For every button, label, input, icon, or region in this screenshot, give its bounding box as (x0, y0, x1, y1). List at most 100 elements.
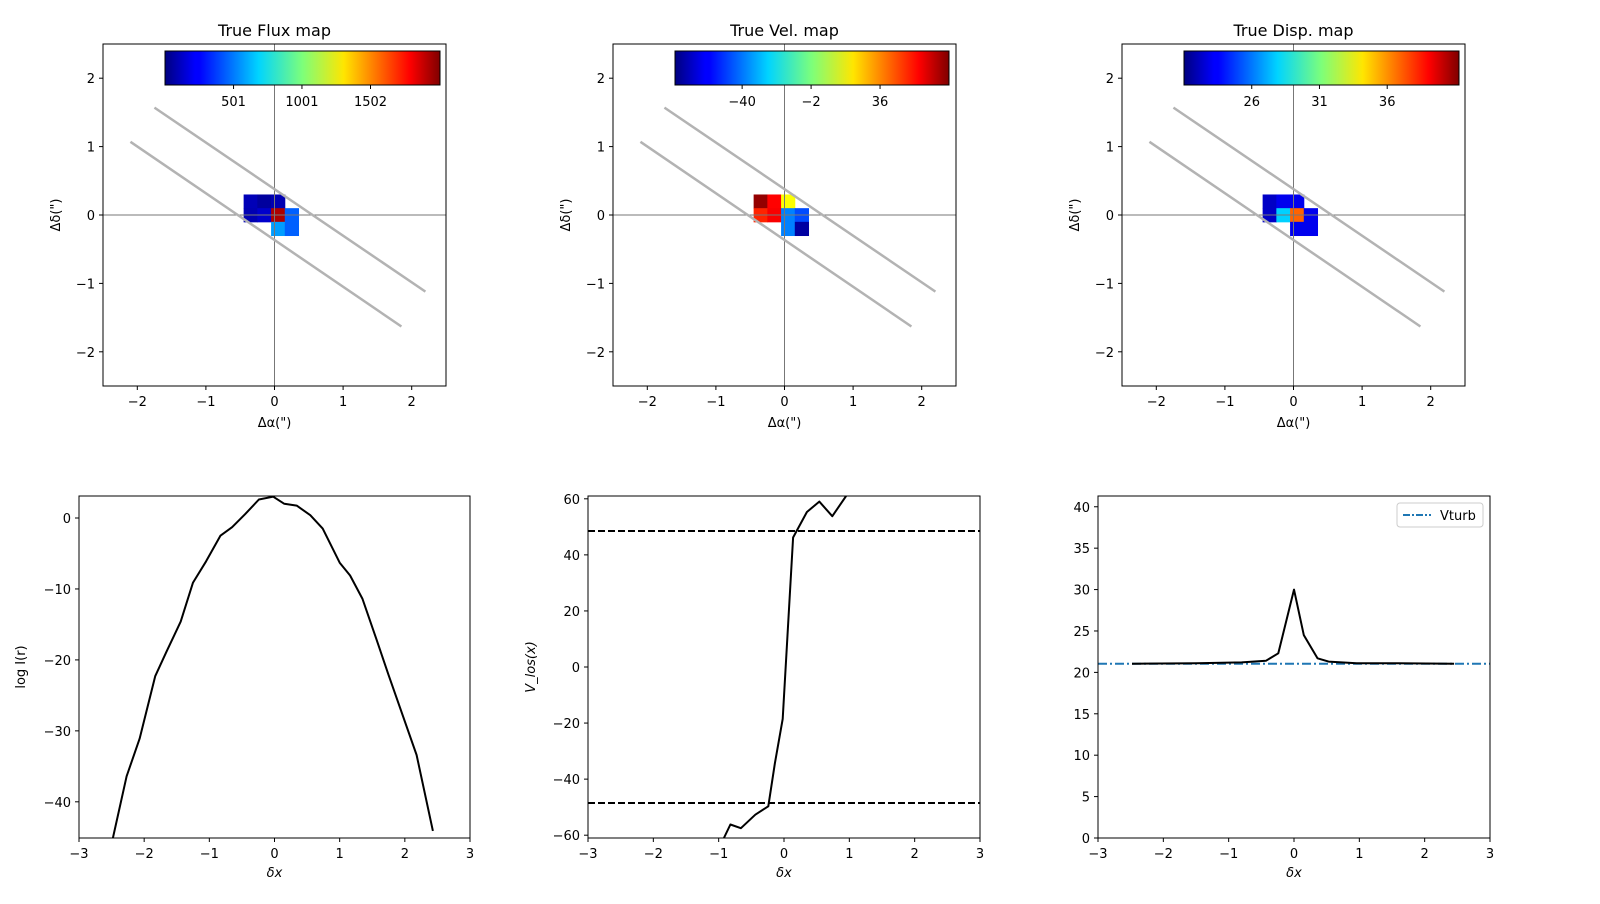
x-tick-label: 0 (780, 395, 788, 410)
data-line (111, 496, 434, 838)
x-tick-label: 2 (1427, 395, 1435, 410)
y-tick-label: 0 (572, 661, 580, 676)
map-pixel (1303, 221, 1319, 237)
x-tick-label: −2 (638, 395, 657, 410)
plot-area (613, 44, 956, 386)
slit-line (663, 106, 937, 293)
x-tick-label: −1 (200, 847, 219, 862)
colorbar-tick-label: 1502 (354, 95, 387, 110)
x-tick-label: 1 (849, 395, 857, 410)
x-axis-label: δx (267, 866, 283, 881)
y-tick-label: 0 (1106, 209, 1114, 224)
x-tick-label: 2 (911, 847, 919, 862)
x-tick-label: −3 (1088, 847, 1107, 862)
map-pixel (753, 194, 768, 209)
x-tick-label: 0 (1290, 847, 1298, 862)
x-tick-label: −2 (135, 847, 154, 862)
y-tick-label: −1 (1095, 277, 1114, 292)
x-tick-label: 1 (1355, 847, 1363, 862)
x-tick-label: −2 (128, 395, 147, 410)
y-tick-label: 40 (1073, 501, 1090, 516)
map-pixel (1290, 194, 1305, 209)
y-tick-label: 35 (1073, 542, 1090, 557)
y-axis-label: log I(r) (14, 645, 29, 688)
map-pixel (257, 194, 272, 209)
y-tick-label: −2 (1095, 346, 1114, 361)
map-pixel (243, 194, 258, 209)
y-tick-label: 0 (1082, 832, 1090, 847)
y-tick-label: −1 (586, 277, 605, 292)
x-tick-label: 0 (780, 847, 788, 862)
slit-line (639, 140, 913, 328)
colorbar-tick-label: 36 (872, 95, 889, 110)
colorbar-tick-label: 1001 (285, 95, 318, 110)
subplot-title: True Disp. map (1232, 21, 1353, 40)
plot-area (588, 496, 980, 838)
y-axis-label: Δδ(") (1068, 199, 1083, 232)
y-tick-label: 1 (597, 141, 605, 156)
colorbar-tick-label: −2 (802, 95, 821, 110)
y-tick-label: 40 (563, 549, 580, 564)
plot-area (1122, 44, 1465, 386)
map-pixel (781, 194, 796, 209)
y-tick-label: 0 (63, 512, 71, 527)
x-tick-label: 3 (976, 847, 984, 862)
axes-frame (78, 495, 471, 839)
subplot-5: −3 −2 −1 0 1 2 3 60 40 20 0 −20 −40 −60 δx V_los(x) (524, 493, 984, 881)
plot-area (103, 44, 446, 386)
x-tick-label: −1 (1215, 395, 1234, 410)
y-tick-label: 1 (87, 141, 95, 156)
slit-line (153, 106, 427, 293)
x-tick-label: 0 (1289, 395, 1297, 410)
x-tick-label: 0 (270, 395, 278, 410)
y-tick-label: −30 (44, 725, 71, 740)
slit-line (129, 140, 403, 328)
axes-frame (587, 495, 981, 839)
subplot-title: True Flux map (217, 21, 331, 40)
y-tick-label: 2 (87, 72, 95, 87)
x-axis-label: δx (776, 866, 792, 881)
y-tick-label: 30 (1073, 584, 1090, 599)
x-tick-label: 2 (401, 847, 409, 862)
x-tick-label: −1 (196, 395, 215, 410)
x-tick-label: −3 (69, 847, 88, 862)
colorbar-tick-label: 501 (221, 95, 246, 110)
slit-line (1172, 106, 1446, 293)
legend-box (1396, 502, 1484, 528)
map-pixel (767, 194, 782, 209)
colorbar (164, 50, 441, 86)
colorbar-tick-label: −40 (728, 95, 755, 110)
x-axis-label: Δα(") (768, 416, 802, 431)
data-line (722, 496, 847, 838)
x-tick-label: 0 (270, 847, 278, 862)
y-tick-label: 2 (597, 72, 605, 87)
y-tick-label: 15 (1073, 708, 1090, 723)
x-tick-label: 2 (918, 395, 926, 410)
map-pixel (284, 221, 300, 237)
y-tick-label: 0 (87, 209, 95, 224)
x-tick-label: −3 (578, 847, 597, 862)
y-tick-label: −2 (586, 346, 605, 361)
plot-area (111, 496, 434, 838)
y-axis-label: Δδ(") (559, 199, 574, 232)
x-tick-label: 3 (466, 847, 474, 862)
y-tick-label: −20 (44, 654, 71, 669)
x-tick-label: −1 (706, 395, 725, 410)
y-axis-label: Δδ(") (49, 199, 64, 232)
y-axis-label: V_los(x) (524, 641, 539, 693)
x-tick-label: −2 (1147, 395, 1166, 410)
x-tick-label: −1 (709, 847, 728, 862)
x-tick-label: 1 (1358, 395, 1366, 410)
x-axis-label: Δα(") (1277, 416, 1311, 431)
y-tick-label: 0 (597, 209, 605, 224)
y-tick-label: −40 (553, 773, 580, 788)
x-axis-label: δx (1286, 866, 1302, 881)
x-axis-label: Δα(") (258, 416, 292, 431)
y-tick-label: −10 (44, 583, 71, 598)
subplot-title: True Vel. map (729, 21, 839, 40)
y-tick-label: −60 (553, 829, 580, 844)
y-tick-label: 20 (563, 605, 580, 620)
slit-line (1148, 140, 1422, 328)
map-pixel (1276, 194, 1291, 209)
